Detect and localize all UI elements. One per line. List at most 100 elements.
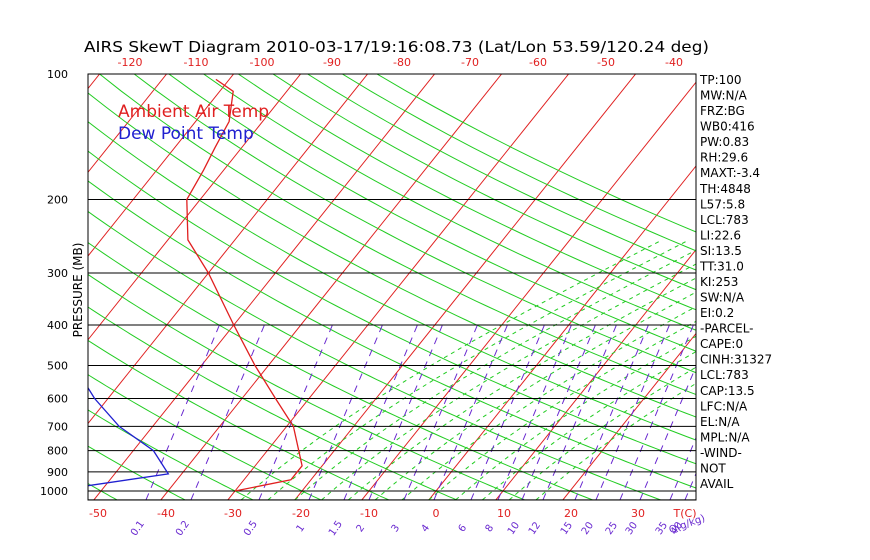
y-tick-label: 800	[47, 445, 68, 458]
chart-title: AIRS SkewT Diagram 2010-03-17/19:16:08.7…	[84, 38, 709, 56]
bottom-temp-tick-label: -20	[292, 507, 310, 520]
stability-index-text: MPL:N/A	[700, 430, 750, 444]
stability-index-text: TP:100	[699, 73, 742, 87]
dry-adiabat-line	[88, 242, 593, 500]
dry-adiabat-line	[133, 74, 696, 374]
isotherm-line	[93, 74, 435, 500]
dry-adiabat-line	[88, 339, 389, 500]
isotherm-line	[562, 332, 696, 500]
stability-index-text: LI:22.6	[700, 228, 741, 242]
plot-frame	[87, 73, 697, 501]
stability-index-text: -PARCEL-	[700, 322, 754, 336]
mixing-ratio-label: 25	[604, 520, 620, 537]
stability-index-text: TT:31.0	[699, 259, 744, 273]
isotherm-line	[495, 248, 696, 500]
bottom-temp-tick-label: 20	[564, 507, 578, 520]
mixing-ratio-label: 3	[390, 523, 403, 535]
top-temp-tick-label: -90	[323, 56, 341, 69]
mixing-ratio-line	[639, 365, 696, 500]
mixing-ratio-line	[343, 324, 418, 500]
dry-adiabat-line	[203, 74, 696, 331]
mixing-ratio-label: 4	[420, 523, 433, 535]
mixing-ratio-line	[574, 324, 649, 500]
stability-index-text: FRZ:BG	[700, 104, 745, 118]
stability-index-text: NOT	[700, 461, 726, 475]
stability-index-text: WB0:416	[700, 120, 755, 134]
mixing-ratio-line	[145, 324, 220, 500]
mixing-ratio-line	[595, 324, 670, 500]
y-tick-label: 1000	[40, 485, 68, 498]
dry-adiabat-line	[88, 210, 661, 500]
stability-index-text: LCL:783	[700, 368, 749, 382]
y-tick-label: 700	[47, 420, 68, 433]
isotherm-line	[361, 81, 696, 500]
mixing-ratio-label: 0.1	[129, 519, 147, 538]
top-temp-tick-label: -50	[597, 56, 615, 69]
top-temp-tick-label: -110	[184, 56, 209, 69]
mixing-ratio-line	[433, 324, 508, 500]
stability-index-text: TH:4848	[699, 182, 751, 196]
stability-index-text: LCL:783	[700, 213, 749, 227]
stability-index-text: CAPE:0	[700, 337, 743, 351]
mixing-ratio-line	[521, 324, 596, 500]
mixing-ratio-label: 0.2	[174, 519, 192, 538]
mixing-ratio-line	[190, 324, 265, 500]
stability-index-text: CINH:31327	[700, 353, 772, 367]
moist-adiabat-line	[348, 277, 696, 500]
dry-adiabat-line	[0, 74, 49, 500]
mixing-ratio-line	[368, 324, 443, 500]
dry-adiabat-line	[88, 150, 696, 465]
moist-adiabat-line	[294, 249, 696, 500]
dry-adiabat-line	[88, 306, 457, 500]
y-axis-label: PRESSURE (MB)	[71, 243, 85, 338]
mixing-ratio-label: 2	[355, 523, 368, 535]
stability-index-text: PW:0.83	[700, 135, 749, 149]
mixing-ratio-label: 15	[559, 520, 575, 537]
stability-indices: TP:100MW:N/AFRZ:BGWB0:416PW:0.83RH:29.6M…	[699, 73, 772, 491]
dry-adiabat-line	[88, 374, 321, 500]
bottom-temp-tick-label: 30	[631, 507, 645, 520]
isotherm-line	[0, 74, 33, 500]
dry-adiabat-line	[88, 483, 118, 500]
y-tick-label: 100	[47, 68, 68, 81]
y-tick-label: 500	[47, 359, 68, 372]
top-temp-tick-label: -60	[529, 56, 547, 69]
mixing-ratio-line	[470, 324, 545, 500]
stability-index-text: EL:N/A	[700, 415, 740, 429]
sounding-profiles	[88, 78, 303, 492]
isotherm-line	[294, 74, 636, 500]
bottom-temp-tick-label: 10	[497, 507, 511, 520]
stability-index-text: SI:13.5	[700, 244, 742, 258]
moist-adiabat-line	[455, 335, 696, 500]
skewt-grid	[0, 74, 696, 500]
stability-index-text: LFC:N/A	[700, 399, 748, 413]
legend-dew-point-label: Dew Point Temp	[118, 124, 254, 144]
bottom-temp-tick-label: 0	[433, 507, 440, 520]
bottom-temp-tick-label: -50	[89, 507, 107, 520]
bottom-temp-tick-label: -10	[360, 507, 378, 520]
stability-index-text: KI:253	[700, 275, 738, 289]
stability-index-text: SW:N/A	[700, 291, 745, 305]
moist-adiabat-line	[374, 291, 696, 500]
bottom-temp-tick-label: -30	[224, 507, 242, 520]
mixing-ratio-line	[669, 436, 696, 500]
moist-adiabat-line	[240, 239, 663, 500]
dry-adiabat-line	[307, 74, 696, 271]
top-temp-tick-label: -80	[393, 56, 411, 69]
bottom-temp-tick-label: -40	[157, 507, 175, 520]
stability-index-text: L57:5.8	[700, 197, 745, 211]
mixing-ratio-label: 30	[624, 520, 640, 537]
stability-index-text: CAP:13.5	[700, 384, 755, 398]
y-tick-label: 400	[47, 319, 68, 332]
top-temp-tick-label: -120	[118, 56, 143, 69]
stability-index-text: EI:0.2	[700, 306, 734, 320]
dry-adiabat-line	[168, 74, 696, 352]
mixing-ratio-line	[403, 324, 478, 500]
isotherm-line	[160, 74, 502, 500]
isotherm-line	[88, 74, 301, 341]
dry-adiabat-line	[88, 180, 696, 489]
top-temp-tick-label: -100	[250, 56, 275, 69]
